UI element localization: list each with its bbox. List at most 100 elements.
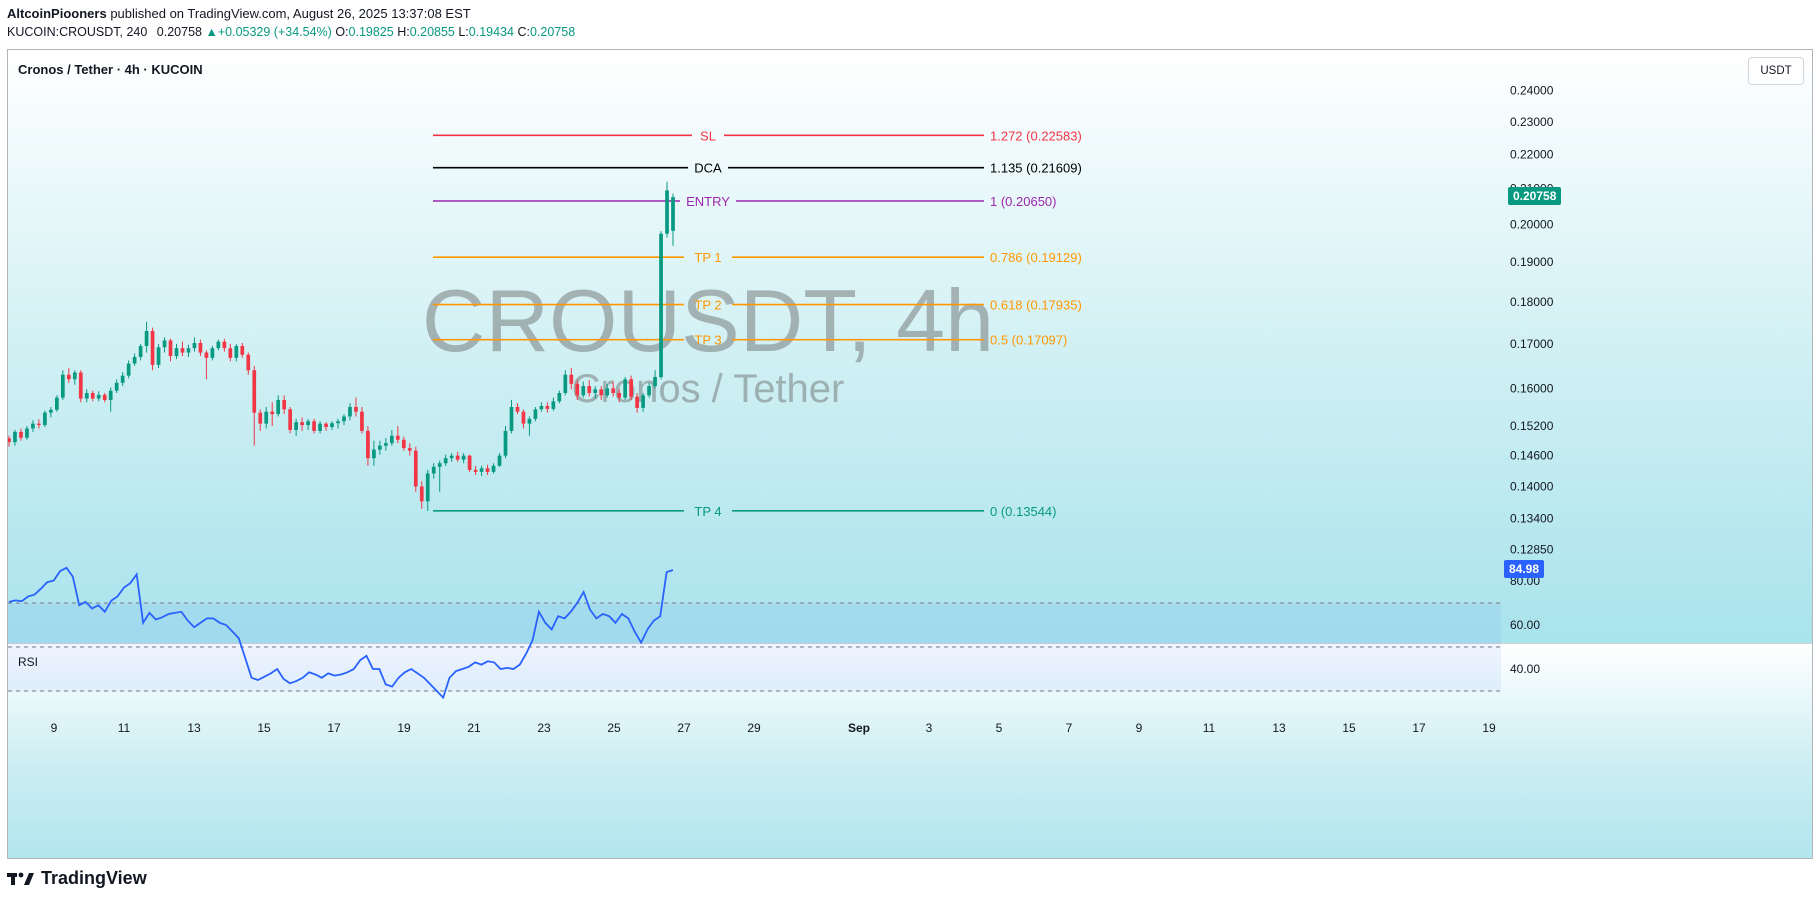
candle-body — [330, 423, 334, 428]
candle-body — [557, 392, 562, 402]
time-axis-tick: 19 — [397, 721, 411, 735]
candle-body — [509, 406, 514, 431]
candle-body — [545, 406, 550, 409]
candle-body — [138, 346, 143, 357]
candle-body — [174, 348, 179, 357]
time-axis-tick: 11 — [1203, 721, 1216, 735]
price-axis-tick: 0.23000 — [1510, 115, 1554, 129]
candle-body — [282, 399, 287, 410]
candle-body — [300, 422, 304, 426]
candle-body — [264, 411, 269, 424]
candle-body — [485, 468, 490, 472]
time-axis-tick: 7 — [1066, 721, 1073, 735]
candle-body — [348, 406, 352, 417]
candle-body — [497, 455, 502, 466]
fib-value: 1.135 (0.21609) — [990, 161, 1082, 176]
candle-body — [575, 383, 580, 396]
fib-value: 0.5 (0.17097) — [990, 333, 1067, 348]
candle-body — [491, 465, 496, 472]
candle-body — [108, 390, 113, 400]
candle-body — [132, 356, 137, 364]
candle-body — [210, 348, 215, 358]
candle-body — [503, 430, 508, 456]
candle-body — [521, 411, 526, 424]
candle-body — [336, 421, 340, 424]
price-axis-tick: 0.20000 — [1510, 217, 1554, 231]
candle-body — [653, 376, 657, 387]
candle-body — [366, 430, 370, 459]
candle-body — [419, 486, 424, 502]
price-axis-tick: 0.17000 — [1510, 337, 1554, 351]
fib-label: TP 1 — [694, 250, 721, 265]
candle-body — [539, 406, 544, 410]
time-axis-tick: 9 — [1136, 721, 1143, 735]
time-axis-tick: 17 — [1412, 721, 1426, 735]
time-axis-tick: 15 — [257, 721, 271, 735]
candle-body — [102, 394, 107, 400]
time-axis-tick: 19 — [1482, 721, 1496, 735]
candle-body — [150, 331, 155, 365]
candle-body — [37, 423, 41, 426]
candle-body — [413, 450, 418, 487]
price-pane-bg — [8, 50, 1812, 643]
candle-body — [479, 468, 484, 472]
time-axis-tick: 5 — [996, 721, 1003, 735]
candle-body — [198, 342, 203, 353]
candle-body — [294, 422, 298, 430]
time-axis-tick: 21 — [467, 721, 481, 735]
candle-body — [360, 411, 364, 431]
tradingview-logo[interactable]: TradingView — [7, 868, 147, 889]
time-axis-tick: Sep — [848, 721, 870, 735]
pane-divider[interactable] — [8, 643, 1812, 644]
candle-body — [312, 421, 316, 431]
fib-label: TP 3 — [694, 333, 721, 348]
candle-body — [641, 395, 645, 408]
candle-body — [72, 372, 77, 380]
change-icon: ▲ — [205, 25, 218, 39]
candle-body — [659, 233, 663, 377]
watermark-symbol: CROUSDT, 4h — [421, 271, 995, 370]
publisher-name[interactable]: AltcoinPiooners — [7, 6, 107, 21]
candle-body — [168, 340, 173, 357]
price-axis-tick: 0.15200 — [1510, 419, 1554, 433]
time-axis-tick: 13 — [1272, 721, 1286, 735]
candle-body — [192, 342, 197, 349]
last-price: 0.20758 — [156, 25, 202, 39]
time-axis-tick: 25 — [607, 721, 621, 735]
tv-logo-icon — [7, 871, 35, 887]
time-axis-tick: 27 — [677, 721, 691, 735]
candle-body — [611, 388, 616, 393]
price-axis-tick: 0.16000 — [1510, 381, 1554, 395]
rsi-pane-bg — [8, 644, 1812, 858]
candle-body — [114, 382, 119, 391]
candle-body — [252, 370, 257, 413]
chart-canvas[interactable]: 0.240000.230000.220000.210000.200000.190… — [8, 50, 1813, 859]
price-axis-tick: 0.12850 — [1510, 542, 1554, 556]
candle-body — [581, 386, 586, 396]
candle-body — [342, 416, 346, 422]
price-axis-tick: 0.14600 — [1510, 449, 1554, 463]
close-value: 0.20758 — [529, 25, 576, 39]
fib-label: TP 2 — [694, 298, 721, 313]
candle-body — [162, 340, 167, 348]
fib-label: TP 4 — [694, 504, 721, 519]
high-label: H: — [397, 25, 410, 39]
price-axis-tick: 0.19000 — [1510, 255, 1554, 269]
candle-body — [222, 341, 227, 349]
candle-body — [593, 389, 598, 393]
candle-body — [318, 423, 322, 431]
candle-body — [384, 443, 388, 446]
fib-label: ENTRY — [686, 194, 730, 209]
candle-body — [515, 406, 520, 412]
chart-frame[interactable]: CROUSDT, 4h Cronos / Tether 0.24000 0.230… — [7, 49, 1813, 859]
time-axis-tick: 13 — [187, 721, 201, 735]
candle-body — [449, 455, 454, 459]
candle-body — [635, 396, 639, 408]
candle-body — [31, 423, 35, 429]
candle-body — [240, 346, 245, 355]
open-value: 0.19825 — [348, 25, 394, 39]
rsi-value-badge: 84.98 — [1504, 560, 1545, 579]
candle-body — [587, 386, 592, 393]
candle-body — [306, 421, 310, 426]
currency-button[interactable]: USDT — [1748, 57, 1804, 85]
